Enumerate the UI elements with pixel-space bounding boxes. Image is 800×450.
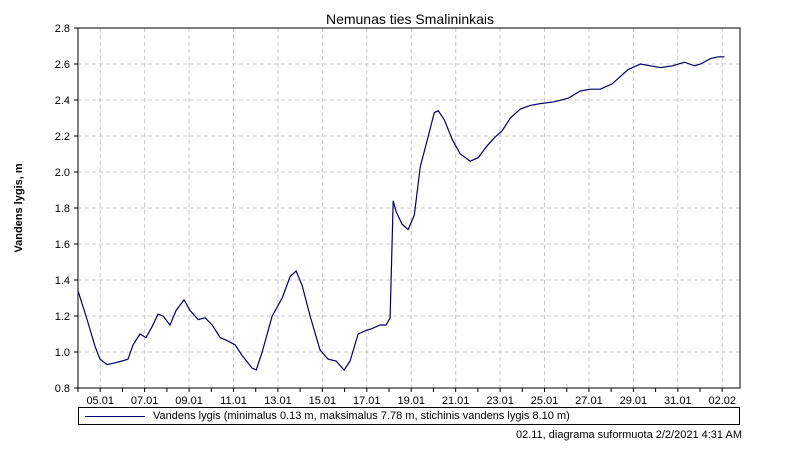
line-chart: Nemunas ties Smalininkais Vandens lygis,… [13,11,741,407]
x-tick-label: 13.01 [264,395,292,405]
y-tick-label: 2.2 [55,131,70,143]
chart-title: Nemunas ties Smalininkais [326,11,494,27]
footer-note: 02.11, diagrama suformuota 2/2/2021 4:31… [515,429,742,441]
x-tick-label: 31.01 [664,395,692,405]
y-tick-label: 2.4 [55,95,70,107]
y-tick-label: 1.4 [55,275,70,287]
x-tick-label: 11.01 [220,395,247,405]
x-tick-label: 15.01 [309,395,337,405]
y-axis-label: Vandens lygis, m [13,163,25,252]
y-tick-label: 2.0 [55,167,70,179]
x-tick-label: 07.01 [131,395,159,405]
x-tick-label: 05.01 [86,395,114,405]
x-tick-label: 02.02 [708,395,736,405]
x-tick-label: 25.01 [531,395,559,405]
legend-swatch [85,415,145,417]
y-tick-label: 1.2 [55,311,70,323]
series-line [77,56,725,371]
y-tick-label: 1.6 [55,239,70,251]
legend: Vandens lygis (minimalus 0.13 m, maksima… [78,407,740,425]
x-tick-label: 09.01 [175,395,203,405]
x-tick-label: 23.01 [486,395,514,405]
y-tick-label: 0.8 [55,383,70,395]
x-tick-label: 21.01 [442,395,470,405]
plot-frame [77,27,741,389]
x-tick-label: 17.01 [353,395,381,405]
grid [78,27,740,389]
series [77,56,725,371]
y-tick-label: 1.0 [55,347,70,359]
x-tick-label: 29.01 [620,395,648,405]
x-tick-label: 27.01 [575,395,603,405]
y-tick-label: 2.8 [55,23,70,35]
legend-label: Vandens lygis (minimalus 0.13 m, maksima… [153,410,570,422]
y-tick-label: 2.6 [55,59,70,71]
axes: 0.8 1.0 1.2 1.4 1.6 1.8 2.0 2.2 2.4 2.6 2.8 05.01 07… [55,23,741,407]
y-tick-label: 1.8 [55,203,70,215]
x-tick-label: 19.01 [397,395,425,405]
